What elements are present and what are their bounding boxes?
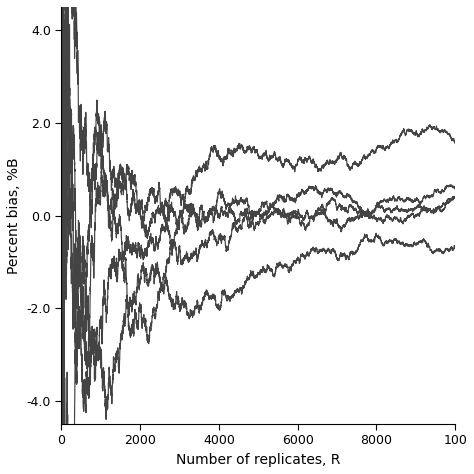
X-axis label: Number of replicates, R: Number of replicates, R: [176, 453, 340, 467]
Y-axis label: Percent bias, %B: Percent bias, %B: [7, 157, 21, 274]
